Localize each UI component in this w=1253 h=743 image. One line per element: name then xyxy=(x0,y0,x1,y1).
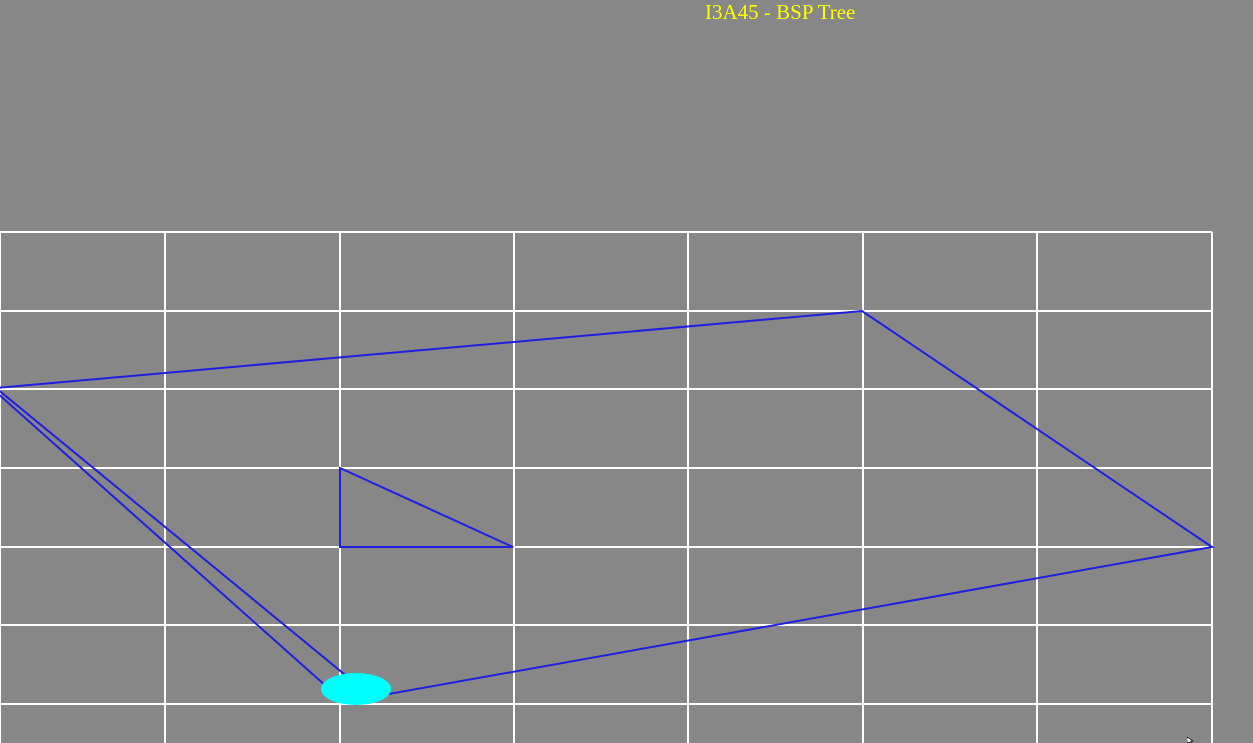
camera-marker[interactable] xyxy=(321,673,391,705)
mouse-pointer-icon xyxy=(1187,737,1194,743)
grid xyxy=(0,231,1213,743)
window-title: I3A45 - BSP Tree xyxy=(705,0,856,24)
outer-left-edge xyxy=(0,394,346,704)
outer-quadrilateral xyxy=(0,309,1215,699)
inner-triangle xyxy=(339,466,514,548)
